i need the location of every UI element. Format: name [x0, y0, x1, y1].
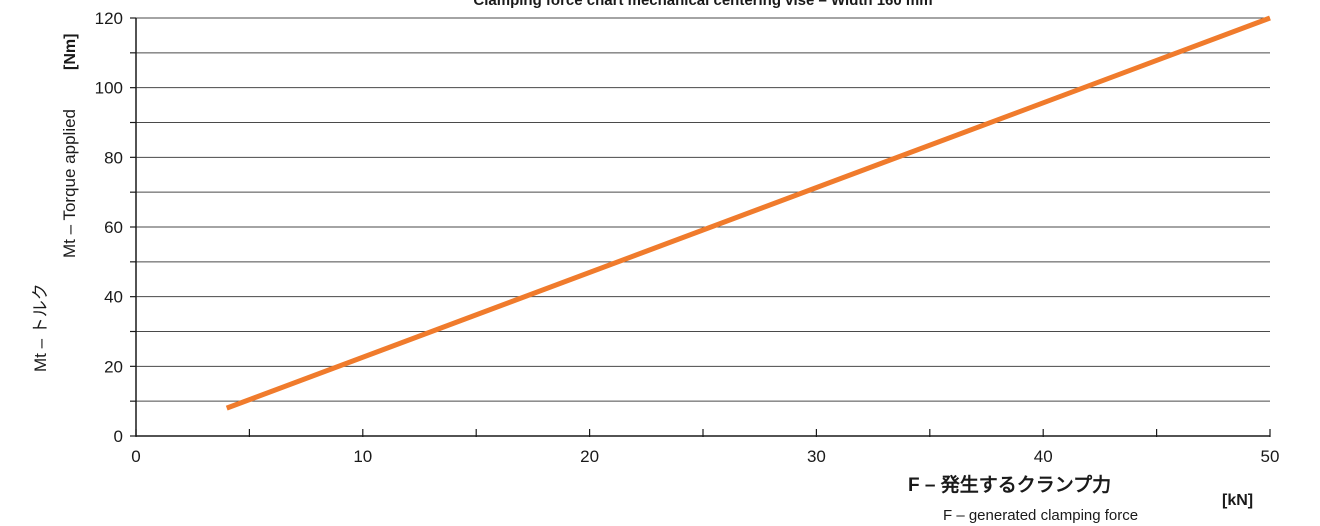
x-tick-label: 20: [580, 447, 599, 466]
x-tick-label: 0: [131, 447, 140, 466]
y-tick-label: 60: [104, 218, 123, 237]
y-axis-label-en: Mt – Torque applied: [60, 109, 79, 258]
x-tick-label: 50: [1261, 447, 1280, 466]
series-layer: [225, 15, 1271, 411]
y-axis-unit: [Nm]: [62, 34, 79, 70]
x-tick-label: 40: [1034, 447, 1053, 466]
y-axis-label-ja: Mt – トルク: [31, 283, 50, 372]
y-tick-label: 0: [114, 427, 123, 446]
x-tick-label: 30: [807, 447, 826, 466]
axes: [130, 17, 1271, 437]
y-tick-label: 40: [104, 288, 123, 307]
y-tick-label: 20: [104, 357, 123, 376]
tick-labels: 0 20 40 60 80 100 120 0 10 20 30 40 50: [95, 9, 1280, 466]
y-tick-label: 100: [95, 79, 123, 98]
y-tick-label: 120: [95, 9, 123, 28]
y-tick-label: 80: [104, 148, 123, 167]
x-tick-label: 10: [353, 447, 372, 466]
grid: [136, 17, 1270, 402]
chart-title: Clamping force chart mechanical centerin…: [473, 0, 932, 9]
x-axis-label-ja: F – 発生するクランプ力: [908, 473, 1111, 496]
series-line: [225, 15, 1271, 411]
x-axis-unit: [kN]: [1222, 492, 1253, 509]
x-axis-label-en: F – generated clamping force: [943, 507, 1138, 524]
